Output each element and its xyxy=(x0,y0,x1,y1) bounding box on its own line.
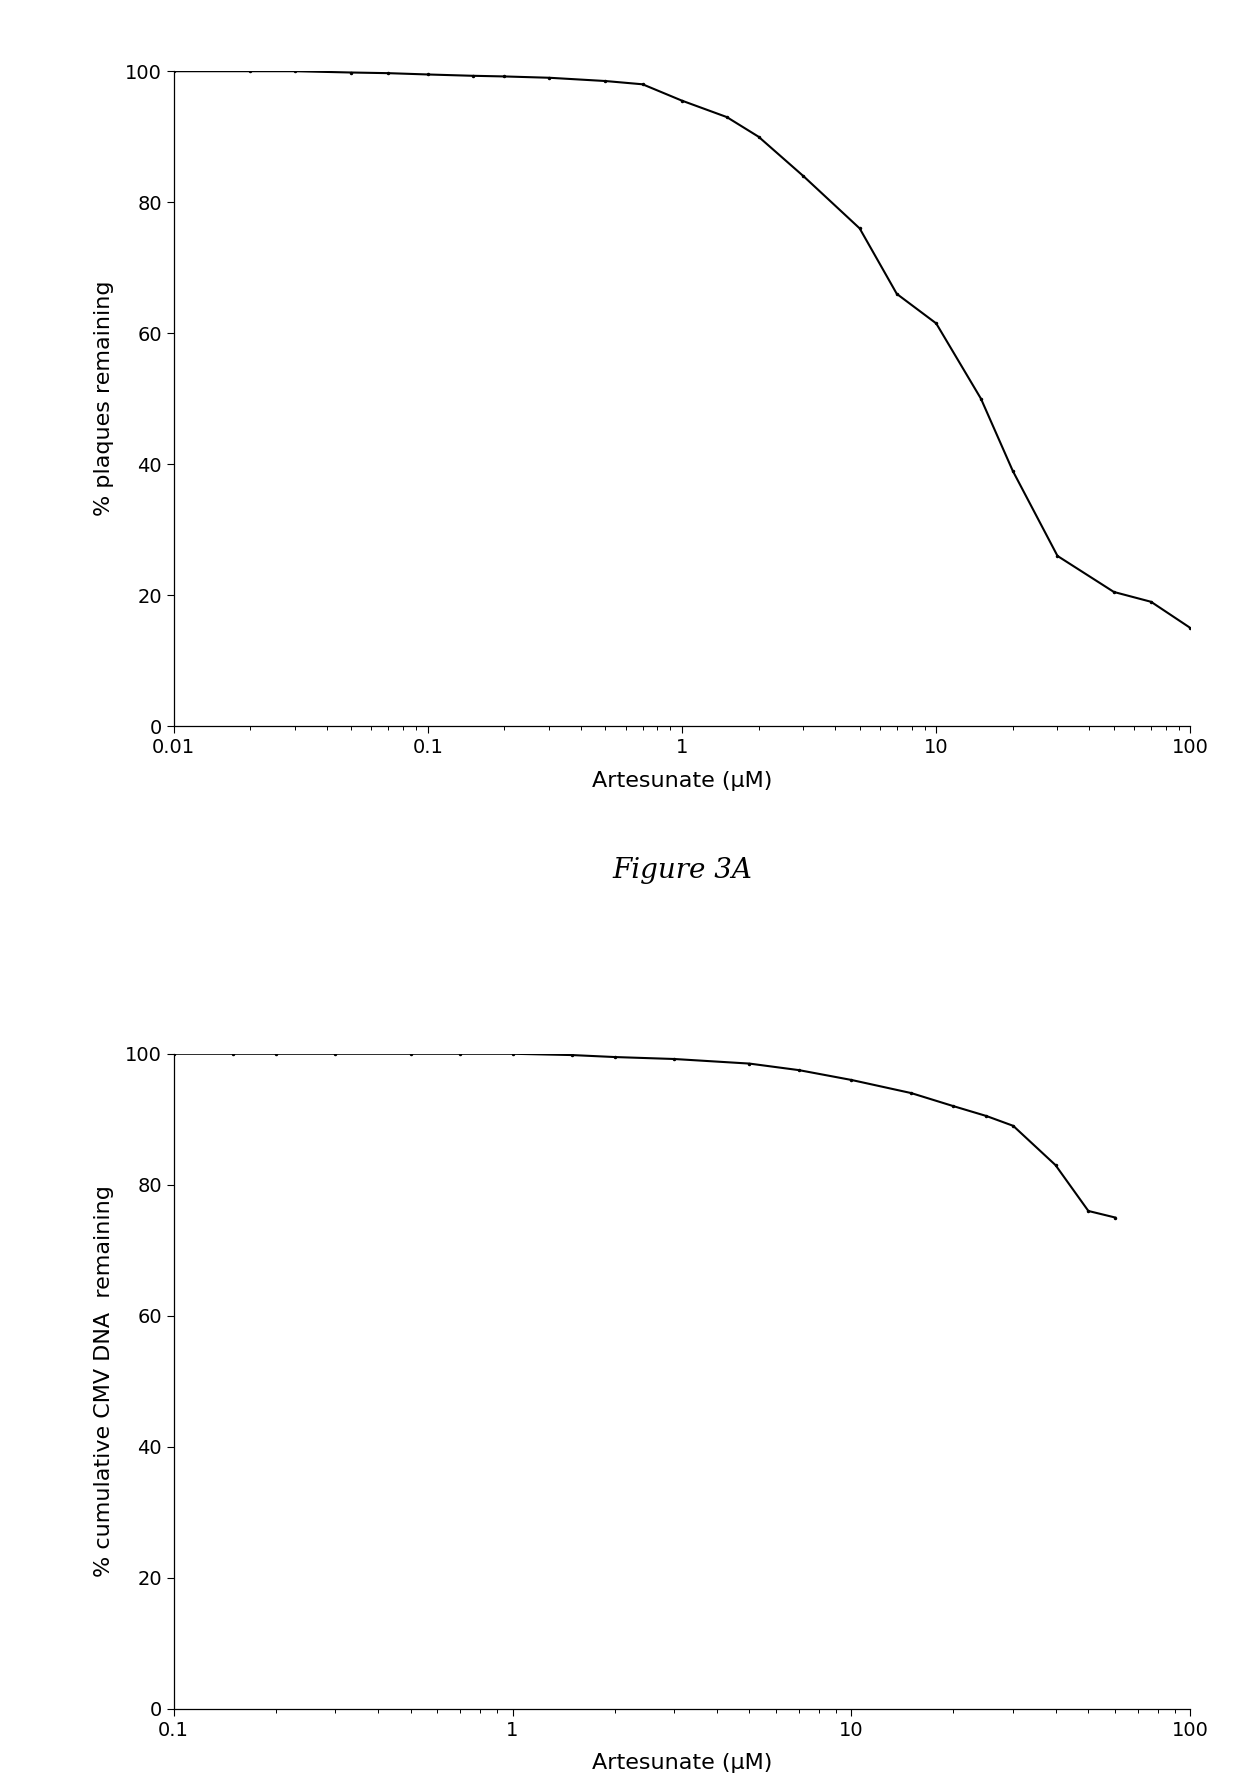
Text: Figure 3A: Figure 3A xyxy=(613,858,751,885)
X-axis label: Artesunate (μM): Artesunate (μM) xyxy=(591,1753,773,1773)
Y-axis label: % cumulative CMV DNA  remaining: % cumulative CMV DNA remaining xyxy=(94,1185,114,1577)
Y-axis label: % plaques remaining: % plaques remaining xyxy=(94,281,114,516)
X-axis label: Artesunate (μM): Artesunate (μM) xyxy=(591,771,773,790)
